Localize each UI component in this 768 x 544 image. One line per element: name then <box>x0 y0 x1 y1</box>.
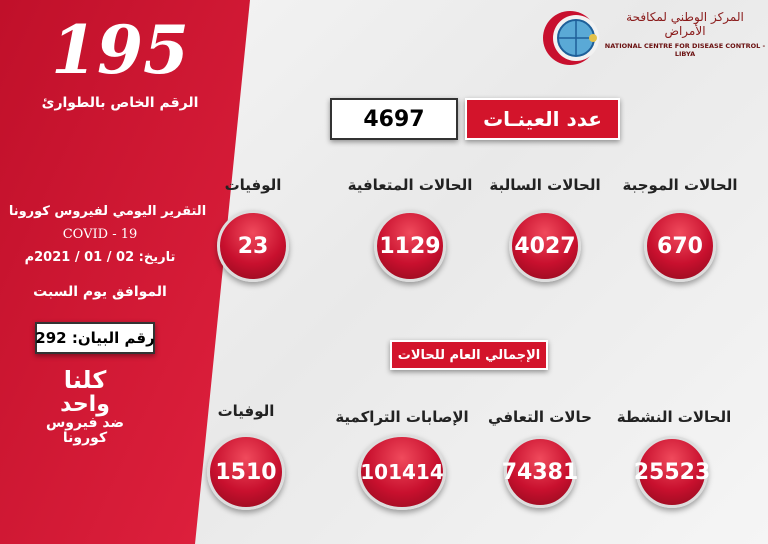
hotline-number: 195 <box>51 11 189 89</box>
total-value: 1510 <box>207 434 285 510</box>
samples-label: عدد العينـات <box>465 98 620 140</box>
logo-english: NATIONAL CENTRE FOR DISEASE CONTROL - LI… <box>604 42 766 58</box>
crescent-globe-icon <box>543 11 599 65</box>
total-value: 101414 <box>358 434 446 510</box>
logo-arabic: المركز الوطني لمكافحة الأمراض <box>626 10 744 38</box>
weekday: الموافق يوم السبت <box>33 284 167 300</box>
total-value: 25523 <box>634 436 710 508</box>
covid-label: COVID - 19 <box>62 227 138 242</box>
total-value: 74381 <box>502 436 578 508</box>
hotline-label: الرقم الخاص بالطوارئ <box>41 95 199 111</box>
daily-label: الوفيات <box>224 176 282 194</box>
total-label: حالات التعافي <box>488 408 592 426</box>
slogan-line: كلنا <box>63 366 107 394</box>
slogan-line: كورونا <box>62 429 108 446</box>
total-label: الوفيات <box>217 402 275 420</box>
daily-value: 670 <box>644 210 716 282</box>
slogan-logo: كلنا واحد ضد فيروس كورونا <box>30 366 140 446</box>
report-date: تاريخ: 02 / 01 / 2021م <box>24 250 176 265</box>
daily-label: الحالات المتعافية <box>347 176 473 194</box>
daily-value: 4027 <box>509 210 581 282</box>
daily-value: 23 <box>217 210 289 282</box>
daily-label: الحالات السالبة <box>489 176 601 194</box>
ncdc-logo: المركز الوطني لمكافحة الأمراض NATIONAL C… <box>540 8 768 68</box>
slogan-line: ضد فيروس <box>45 415 125 432</box>
slogan-line: واحد <box>60 392 110 418</box>
total-label: الإصابات التراكمية <box>335 408 469 426</box>
daily-label: الحالات الموجبة <box>622 176 738 194</box>
report-title: التقرير اليومي لفيروس كورونا <box>8 204 207 219</box>
daily-value: 1129 <box>374 210 446 282</box>
total-label: الحالات النشطة <box>616 408 732 426</box>
totals-label: الإجمالي العام للحالات <box>390 340 548 370</box>
statement-number: رقم البيان: 292 <box>35 322 155 354</box>
samples-value: 4697 <box>330 98 458 140</box>
